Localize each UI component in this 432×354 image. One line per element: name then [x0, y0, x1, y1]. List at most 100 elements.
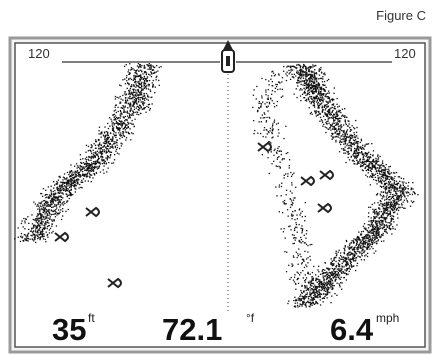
- sonar-dot: [371, 230, 372, 231]
- sonar-dot: [343, 266, 344, 267]
- sonar-dot: [309, 92, 310, 93]
- sonar-dot: [378, 180, 379, 181]
- sonar-dot: [375, 220, 376, 221]
- sonar-dot: [58, 197, 59, 198]
- sonar-dot: [390, 216, 391, 217]
- sonar-dot: [309, 306, 310, 307]
- sonar-dot: [126, 137, 127, 138]
- sonar-dot: [125, 97, 126, 98]
- sonar-dot: [271, 75, 272, 76]
- sonar-dot: [47, 213, 48, 214]
- sonar-dot: [58, 203, 59, 204]
- sonar-dot: [85, 180, 86, 181]
- screen: [15, 43, 425, 347]
- sonar-dot: [128, 79, 129, 80]
- sonar-dot: [59, 206, 60, 207]
- sonar-dot: [142, 101, 143, 102]
- sonar-dot: [384, 180, 385, 181]
- sonar-dot: [114, 117, 115, 118]
- sonar-dot: [296, 65, 297, 66]
- sonar-dot: [379, 236, 380, 237]
- sonar-dot: [145, 87, 146, 88]
- sonar-dot: [293, 300, 294, 301]
- sonar-dot: [329, 117, 330, 118]
- sonar-dot: [148, 88, 149, 89]
- sonar-dot: [98, 130, 99, 131]
- sonar-dot: [128, 94, 129, 95]
- sonar-dot: [38, 218, 39, 219]
- sonar-dot: [381, 234, 382, 235]
- sonar-dot: [39, 225, 40, 226]
- sonar-dot: [309, 292, 310, 293]
- sonar-dot: [385, 169, 386, 170]
- sonar-dot: [321, 89, 322, 90]
- sonar-dot: [384, 231, 385, 232]
- sonar-dot: [49, 219, 50, 220]
- sonar-dot: [58, 202, 59, 203]
- sonar-dot: [142, 109, 143, 110]
- sonar-dot: [308, 74, 309, 75]
- sonar-dot: [59, 201, 60, 202]
- sonar-dot: [122, 137, 123, 138]
- sonar-dot: [332, 128, 333, 129]
- sonar-dot: [334, 107, 335, 108]
- sonar-dot: [337, 275, 338, 276]
- sonar-dot: [25, 218, 26, 219]
- sonar-dot: [274, 120, 275, 121]
- sonar-dot: [380, 217, 381, 218]
- sonar-dot: [276, 124, 277, 125]
- sonar-dot: [371, 246, 372, 247]
- sonar-dot: [311, 88, 312, 89]
- sonar-dot: [137, 94, 138, 95]
- sonar-dot: [35, 237, 36, 238]
- sonar-dot: [133, 115, 134, 116]
- sonar-dot: [74, 166, 75, 167]
- sonar-dot: [120, 122, 121, 123]
- sonar-dot: [371, 173, 372, 174]
- sonar-dot: [39, 228, 40, 229]
- sonar-dot: [119, 85, 120, 86]
- sonar-dot: [23, 240, 24, 241]
- sonar-dot: [53, 181, 54, 182]
- sonar-dot: [95, 148, 96, 149]
- sonar-dot: [294, 281, 295, 282]
- sonar-dot: [333, 117, 334, 118]
- sonar-dot: [23, 226, 24, 227]
- sonar-dot: [122, 125, 123, 126]
- sonar-dot: [113, 143, 114, 144]
- sonar-dot: [44, 227, 45, 228]
- sonar-dot: [298, 283, 299, 284]
- sonar-dot: [341, 273, 342, 274]
- sonar-dot: [146, 106, 147, 107]
- sonar-dot: [293, 77, 294, 78]
- sonar-dot: [390, 176, 391, 177]
- sonar-dot: [317, 94, 318, 95]
- sonar-dot: [136, 73, 137, 74]
- sonar-dot: [346, 259, 347, 260]
- sonar-dot: [153, 73, 154, 74]
- sonar-dot: [301, 89, 302, 90]
- sonar-dot: [399, 207, 400, 208]
- sonar-dot: [302, 94, 303, 95]
- sonar-dot: [268, 106, 269, 107]
- sonar-dot: [370, 154, 371, 155]
- sonar-dot: [133, 90, 134, 91]
- sonar-dot: [302, 296, 303, 297]
- sonar-dot: [353, 240, 354, 241]
- sonar-dot: [337, 133, 338, 134]
- sonar-dot: [56, 207, 57, 208]
- sonar-dot: [334, 128, 335, 129]
- sonar-dot: [300, 66, 301, 67]
- sonar-dot: [381, 186, 382, 187]
- sonar-dot: [278, 129, 279, 130]
- sonar-dot: [306, 81, 307, 82]
- sonar-dot: [386, 183, 387, 184]
- sonar-dot: [373, 240, 374, 241]
- sonar-dot: [37, 226, 38, 227]
- sonar-dot: [322, 84, 323, 85]
- sonar-dot: [387, 232, 388, 233]
- sonar-dot: [143, 93, 144, 94]
- sonar-dot: [291, 176, 292, 177]
- sonar-dot: [88, 166, 89, 167]
- sonar-dot: [341, 256, 342, 257]
